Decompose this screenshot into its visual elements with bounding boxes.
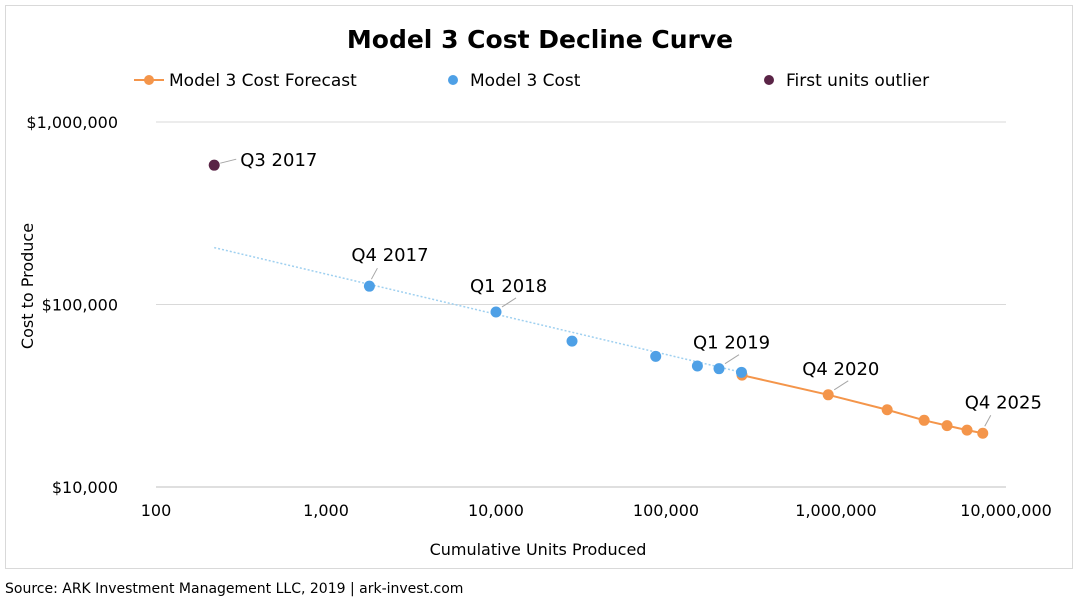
first-units-outlier-point (208, 159, 220, 171)
x-axis-title: Cumulative Units Produced (430, 540, 647, 559)
model-3-cost-forecast-point (977, 427, 989, 439)
annotation-label: Q4 2020 (802, 359, 879, 380)
x-tick-label: 10,000 (468, 501, 524, 520)
model-3-cost-point (490, 306, 502, 318)
y-tick-label: $100,000 (42, 296, 118, 315)
x-tick-label: 100 (141, 501, 172, 520)
annotation-label: Q1 2018 (470, 276, 547, 297)
chart-title: Model 3 Cost Decline Curve (347, 25, 733, 54)
model-3-cost-forecast-point (941, 420, 953, 432)
model-3-cost-forecast-point (918, 414, 930, 426)
model-3-cost-point (713, 363, 725, 375)
y-tick-label: $1,000,000 (26, 113, 118, 132)
series-group (208, 159, 989, 439)
x-tick-label: 1,000 (303, 501, 349, 520)
y-tick-label: $10,000 (52, 478, 118, 497)
model-3-cost-forecast-point (881, 404, 893, 416)
x-tick-label: 100,000 (633, 501, 699, 520)
annotation-leader (984, 415, 992, 427)
annotation-label: Q4 2025 (965, 392, 1042, 413)
annotations: Q3 2017 Q4 2017 Q1 2018 Q1 2019 Q4 2020 Q4 20… (220, 150, 1042, 427)
legend-marker-first-units-outlier (764, 75, 774, 85)
x-tick-label: 1,000,000 (795, 501, 876, 520)
legend-label-first-units-outlier: First units outlier (786, 71, 929, 91)
annotation-leader (724, 354, 740, 365)
model-3-cost-point (650, 350, 662, 362)
annotation-label: Q1 2019 (693, 333, 770, 354)
legend-label-model-3-cost: Model 3 Cost (470, 71, 581, 91)
model-3-cost-point (566, 335, 578, 347)
source-note: Source: ARK Investment Management LLC, 2… (5, 581, 464, 597)
annotation-label: Q4 2017 (351, 245, 428, 266)
model-3-cost-forecast-point (822, 389, 834, 401)
x-axis-ticks: 100 1,000 10,000 100,000 1,000,000 10,000,000 (141, 501, 1052, 520)
x-tick-label: 10,000,000 (960, 501, 1052, 520)
annotation-leader (220, 158, 237, 164)
legend: Model 3 Cost Forecast Model 3 Cost First u… (134, 71, 929, 91)
annotation-label: Q3 2017 (240, 150, 317, 171)
chart-svg: Model 3 Cost Decline Curve Model 3 Cost … (18, 25, 1052, 559)
model-3-cost-point (363, 280, 375, 292)
chart-frame: Model 3 Cost Decline Curve Model 3 Cost … (5, 5, 1073, 569)
legend-marker-model-3-cost-forecast (144, 75, 154, 85)
annotation-leader (833, 380, 849, 391)
model-3-cost-point (691, 360, 703, 372)
trendline (214, 246, 742, 374)
gridlines (156, 121, 1006, 488)
trendline-dotted (214, 246, 742, 374)
legend-marker-model-3-cost (448, 75, 458, 85)
annotation-leader (370, 267, 378, 280)
model-3-cost-point (735, 366, 747, 378)
y-axis-ticks: $10,000 $100,000 $1,000,000 (26, 113, 118, 497)
model-3-cost-forecast-point (961, 424, 973, 436)
annotation-leader (501, 297, 517, 308)
legend-label-model-3-cost-forecast: Model 3 Cost Forecast (169, 71, 357, 91)
y-axis-title: Cost to Produce (18, 223, 37, 349)
